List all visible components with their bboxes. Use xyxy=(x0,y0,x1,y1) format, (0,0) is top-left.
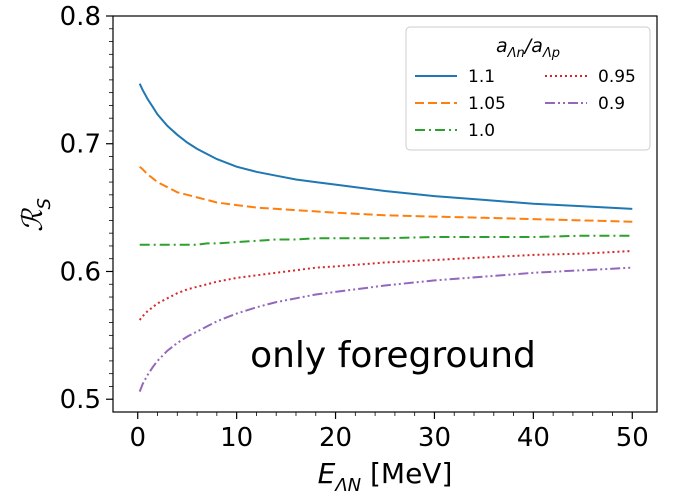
legend-label-0-95: 0.95 xyxy=(598,67,636,87)
x-tick-label: 40 xyxy=(517,423,550,453)
legend-label-1-05: 1.05 xyxy=(468,94,506,114)
x-axis-minor-ticks xyxy=(157,412,613,416)
y-axis-title: ℛS xyxy=(16,198,55,232)
legend-box xyxy=(405,26,651,151)
x-tick-label: 10 xyxy=(220,423,253,453)
annotation-label: only foreground xyxy=(250,335,536,376)
x-tick-label: 50 xyxy=(616,423,649,453)
y-tick-label: 0.6 xyxy=(60,257,101,287)
y-tick-label: 0.5 xyxy=(60,385,101,415)
series-line-0-9 xyxy=(138,266,633,392)
y-axis-minor-ticks xyxy=(109,28,113,387)
plot-lines xyxy=(138,83,633,392)
series-line-1-05 xyxy=(139,165,633,223)
legend: aΛn/aΛp 1.1 1.05 1.0 0.95 0.9 xyxy=(405,26,651,151)
y-axis-ticks: 0.5 0.6 0.7 0.8 xyxy=(60,2,113,415)
x-tick-label: 20 xyxy=(319,423,352,453)
x-tick-label: 0 xyxy=(129,423,146,453)
x-tick-label: 30 xyxy=(418,423,451,453)
legend-label-1-1: 1.1 xyxy=(468,67,495,87)
y-tick-label: 0.8 xyxy=(60,2,101,32)
x-axis-ticks: 0 10 20 30 40 50 xyxy=(129,412,649,453)
plot-frame xyxy=(112,15,658,413)
legend-items: 1.1 1.05 1.0 0.95 0.9 xyxy=(415,67,636,141)
legend-label-0-9: 0.9 xyxy=(598,94,625,114)
legend-title: aΛn/aΛp xyxy=(496,35,560,61)
x-axis-title: EΛN [MeV] xyxy=(318,457,453,494)
legend-label-1-0: 1.0 xyxy=(468,121,495,141)
y-tick-label: 0.7 xyxy=(60,130,101,160)
series-line-1-1 xyxy=(138,83,633,210)
